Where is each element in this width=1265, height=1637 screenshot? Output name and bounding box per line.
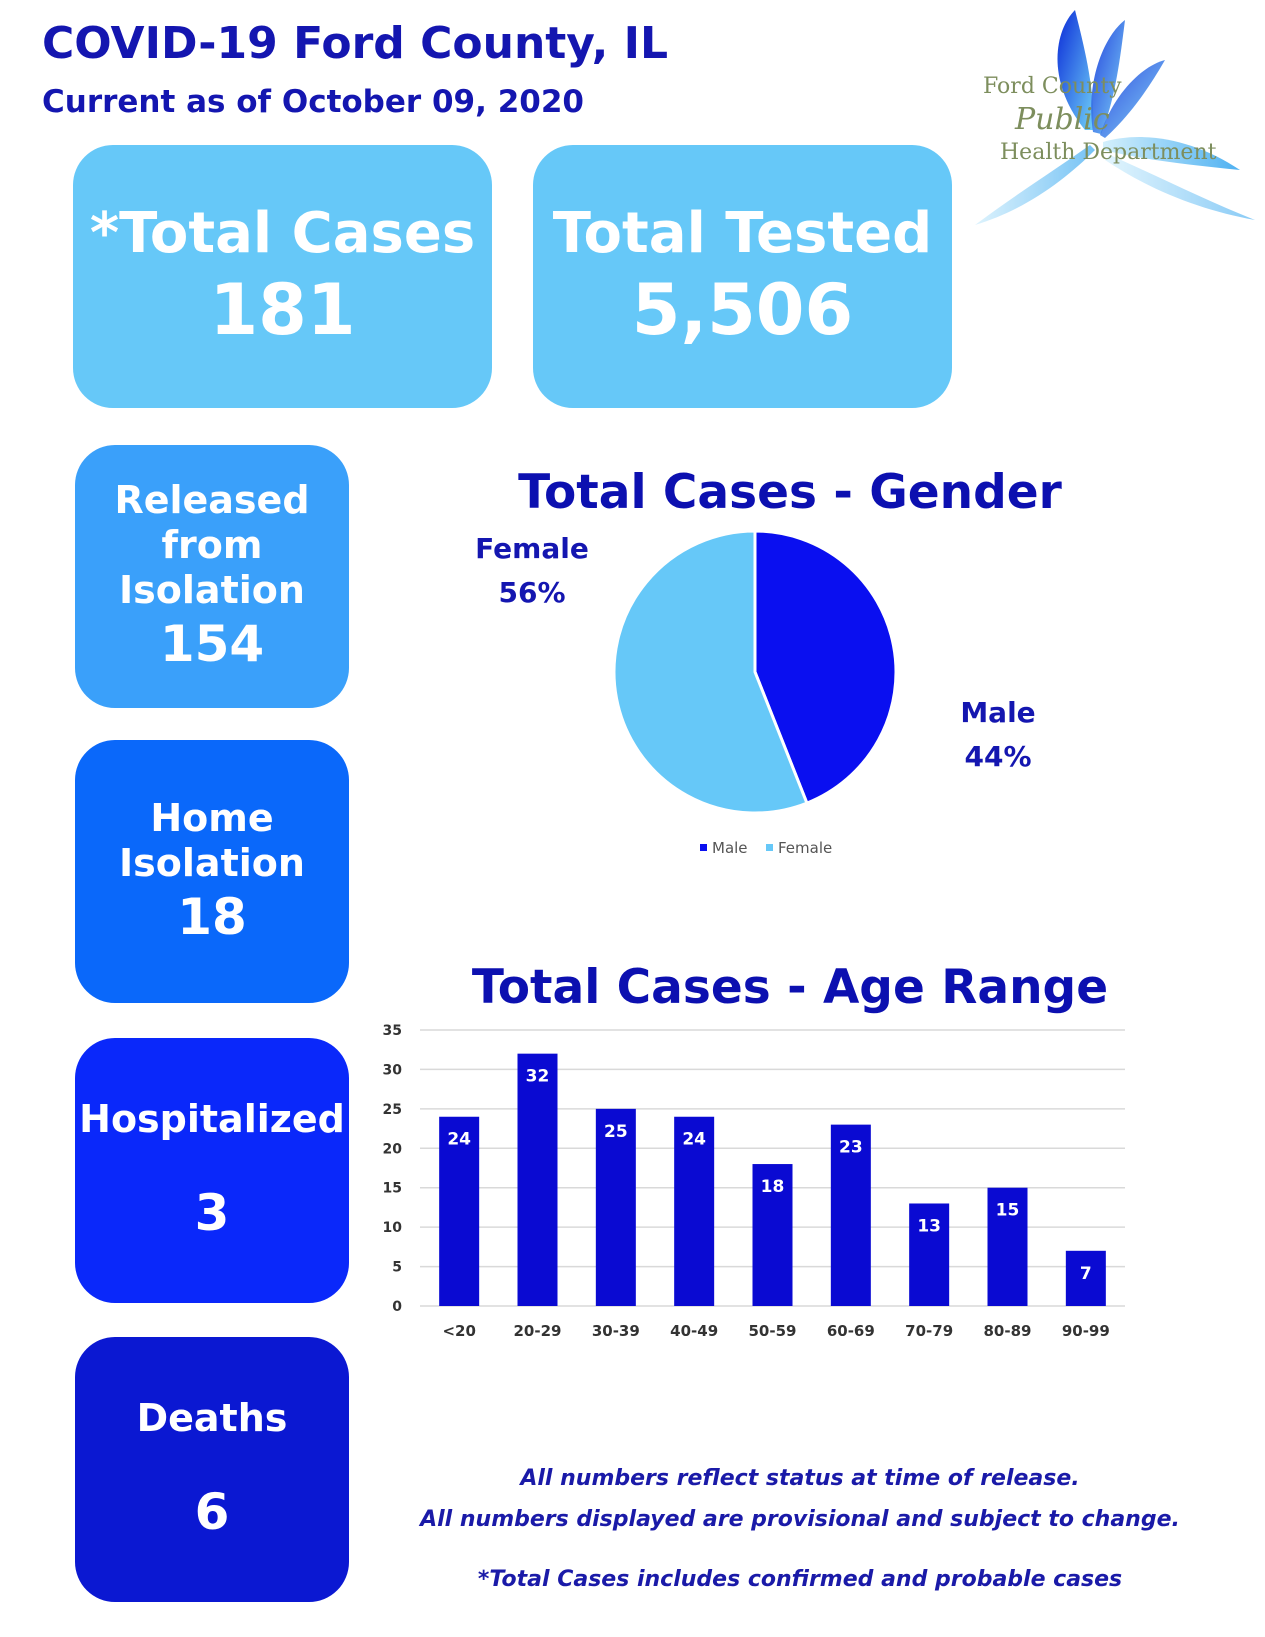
x-tick-label: 60-69 bbox=[827, 1322, 875, 1340]
legend-label-female: Female bbox=[778, 839, 832, 857]
legend-swatch-male bbox=[700, 844, 707, 851]
x-tick-label: 90-99 bbox=[1062, 1322, 1110, 1340]
y-tick-label: 35 bbox=[383, 1023, 402, 1039]
x-tick-label: 70-79 bbox=[905, 1322, 953, 1340]
dragonfly-wings-icon bbox=[975, 10, 1255, 225]
home-isolation-label-line1: Home bbox=[150, 795, 274, 840]
x-tick-label: 20-29 bbox=[514, 1322, 562, 1340]
logo-text-line1: Ford County bbox=[983, 74, 1122, 99]
released-card: Released from Isolation 154 bbox=[75, 445, 349, 708]
bar-value-label: 23 bbox=[839, 1138, 863, 1158]
bar-value-label: 24 bbox=[682, 1130, 706, 1150]
home-isolation-card: Home Isolation 18 bbox=[75, 740, 349, 1003]
y-tick-label: 30 bbox=[383, 1062, 403, 1078]
bar-value-label: 24 bbox=[447, 1130, 471, 1150]
released-label-line3: Isolation bbox=[119, 568, 305, 612]
x-tick-label: 80-89 bbox=[984, 1322, 1032, 1340]
released-value: 154 bbox=[159, 615, 265, 673]
bar-30-39 bbox=[595, 1108, 636, 1306]
page-title: COVID-19 Ford County, IL bbox=[42, 18, 669, 69]
logo-text-line2: Public bbox=[1015, 102, 1110, 137]
footnote-total-cases: *Total Cases includes confirmed and prob… bbox=[477, 1567, 1123, 1592]
pie-label-male: Male bbox=[960, 696, 1035, 729]
bar-value-label: 13 bbox=[917, 1216, 941, 1236]
legend-swatch-female bbox=[766, 844, 773, 851]
x-tick-label: 50-59 bbox=[749, 1322, 797, 1340]
deaths-value: 6 bbox=[194, 1483, 230, 1541]
bar-90-99 bbox=[1065, 1250, 1106, 1306]
x-tick-label: <20 bbox=[442, 1322, 475, 1340]
bar-value-label: 25 bbox=[604, 1122, 628, 1142]
released-label-line2: from bbox=[161, 523, 263, 567]
x-tick-label: 40-49 bbox=[670, 1322, 718, 1340]
total-tested-value: 5,506 bbox=[631, 268, 854, 351]
hospitalized-card: Hospitalized 3 bbox=[75, 1038, 349, 1303]
bar-value-label: 18 bbox=[761, 1177, 785, 1197]
deaths-card: Deaths 6 bbox=[75, 1337, 349, 1602]
legend-label-male: Male bbox=[712, 839, 748, 857]
bar-80-89 bbox=[987, 1187, 1028, 1306]
pie-pct-male: 44% bbox=[964, 740, 1031, 773]
total-tested-label: Total Tested bbox=[552, 200, 933, 266]
pie-slice-male bbox=[753, 529, 898, 806]
y-tick-label: 0 bbox=[392, 1299, 402, 1315]
gender-chart-title: Total Cases - Gender bbox=[518, 465, 1062, 520]
age-chart-title: Total Cases - Age Range bbox=[471, 960, 1109, 1015]
pie-pct-female: 56% bbox=[498, 576, 565, 609]
age-bar-chart: 0 5 10 15 20 25 30 35 24 <20 32 20-29 25 30-39 24 40-49… bbox=[383, 1023, 1125, 1340]
x-tick-label: 30-39 bbox=[592, 1322, 640, 1340]
total-cases-label: *Total Cases bbox=[89, 200, 476, 266]
bar-<20 bbox=[439, 1116, 480, 1306]
bar-50-59 bbox=[752, 1164, 793, 1306]
hospitalized-value: 3 bbox=[194, 1184, 230, 1242]
bar-40-49 bbox=[674, 1116, 715, 1306]
pie-slice-female bbox=[612, 529, 809, 815]
bar-70-79 bbox=[909, 1203, 950, 1306]
deaths-label: Deaths bbox=[136, 1396, 288, 1440]
total-tested-card: Total Tested 5,506 bbox=[533, 145, 952, 408]
bar-value-label: 15 bbox=[996, 1201, 1020, 1221]
released-label-line1: Released bbox=[114, 478, 310, 522]
home-isolation-value: 18 bbox=[177, 887, 247, 946]
logo-text-line3: Health Department bbox=[1000, 140, 1217, 165]
footnote-provisional: All numbers displayed are provisional an… bbox=[420, 1507, 1180, 1532]
y-tick-label: 25 bbox=[383, 1102, 402, 1118]
gender-pie-chart: Male 44% Female 56% Male Female bbox=[475, 529, 1036, 857]
bar-value-label: 7 bbox=[1080, 1264, 1092, 1284]
y-tick-label: 5 bbox=[392, 1260, 402, 1276]
total-cases-value: 181 bbox=[209, 268, 356, 351]
bar-20-29 bbox=[517, 1053, 558, 1306]
pie-label-female: Female bbox=[475, 532, 589, 565]
bar-value-label: 32 bbox=[526, 1067, 550, 1087]
bar-60-69 bbox=[830, 1124, 871, 1306]
y-tick-label: 20 bbox=[383, 1141, 403, 1157]
y-tick-label: 10 bbox=[383, 1220, 403, 1236]
health-department-logo: Ford County Public Health Department bbox=[975, 10, 1260, 235]
home-isolation-label-line2: Isolation bbox=[119, 840, 305, 885]
hospitalized-label: Hospitalized bbox=[79, 1097, 345, 1141]
page-subtitle: Current as of October 09, 2020 bbox=[42, 84, 584, 120]
y-tick-label: 15 bbox=[383, 1181, 402, 1197]
footnote-release-status: All numbers reflect status at time of re… bbox=[520, 1466, 1080, 1491]
total-cases-card: *Total Cases 181 bbox=[73, 145, 492, 408]
